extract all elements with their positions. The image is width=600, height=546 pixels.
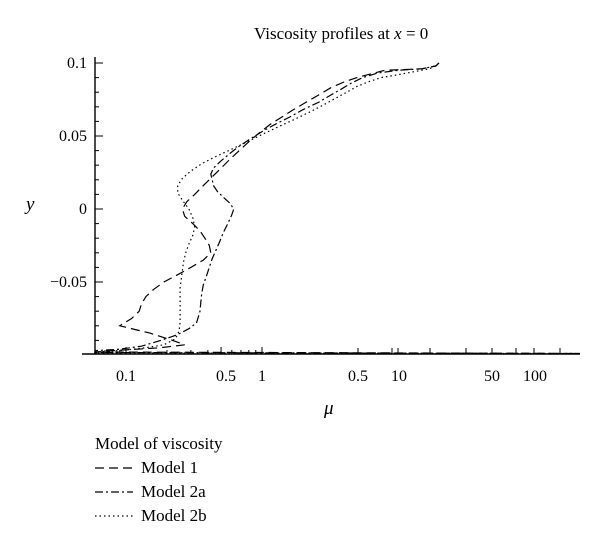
legend-label-model-2a: Model 2a xyxy=(141,482,206,501)
legend-swatch-model-2a xyxy=(95,491,133,493)
x-tick-label: 0.5 xyxy=(216,368,236,385)
legend: Model of viscosity Model 1 Model 2a Mode… xyxy=(95,432,223,528)
legend-item-model-2a: Model 2a xyxy=(95,480,223,504)
axis-ticks: 0.1 0.05 0 −0.05 0.1 0.5 1 0.5 10 50 100 xyxy=(50,55,561,385)
chart-title-part-2: = 0 xyxy=(402,24,429,43)
y-tick-label: −0.05 xyxy=(50,274,87,291)
legend-item-model-1: Model 1 xyxy=(95,456,223,480)
series-line-model-2b xyxy=(94,62,581,355)
legend-swatch-model-1 xyxy=(95,467,133,469)
axes xyxy=(82,57,580,355)
x-tick-label: 0.1 xyxy=(116,368,136,385)
x-axis-label: μ xyxy=(323,398,334,419)
series-layer xyxy=(94,62,581,355)
y-tick-label: 0 xyxy=(79,201,87,218)
chart-title-variable: x xyxy=(393,24,402,43)
x-tick-label: 0.5 xyxy=(348,368,368,385)
legend-label-model-1: Model 1 xyxy=(141,458,199,477)
y-tick-label: 0.1 xyxy=(67,55,87,72)
chart-title-part-1: Viscosity profiles at xyxy=(254,24,394,43)
x-tick-label: 1 xyxy=(258,368,266,385)
legend-title: Model of viscosity xyxy=(95,434,223,453)
y-tick-label: 0.05 xyxy=(59,128,87,145)
legend-label-model-2b: Model 2b xyxy=(141,506,207,525)
legend-item-model-2b: Model 2b xyxy=(95,504,223,528)
x-tick-label: 100 xyxy=(523,368,547,385)
x-tick-label: 50 xyxy=(484,368,500,385)
x-tick-label: 10 xyxy=(391,368,407,385)
series-line-model-1 xyxy=(94,62,581,355)
legend-swatch-model-2b xyxy=(95,515,133,517)
svg-text:Viscosity profiles at x = 0: Viscosity profiles at x = 0 xyxy=(254,24,428,43)
series-line-model-2a xyxy=(94,62,581,355)
y-axis-label: y xyxy=(24,194,35,215)
chart-title: Viscosity profiles at x = 0 xyxy=(254,24,428,43)
